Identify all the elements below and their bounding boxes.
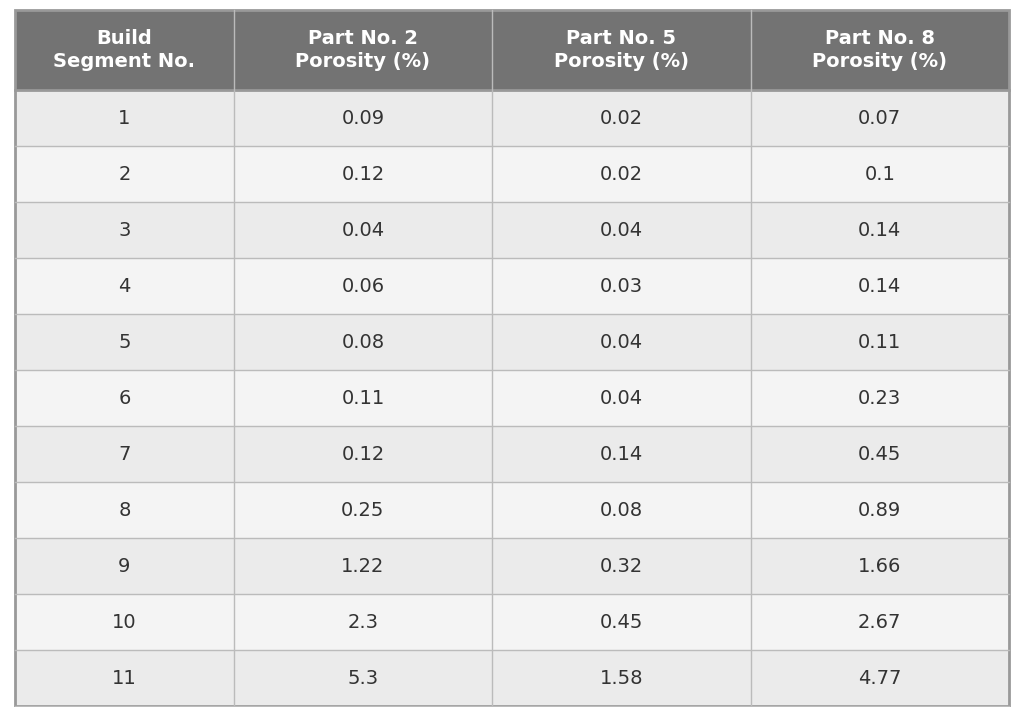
Text: 0.14: 0.14 — [600, 445, 643, 464]
Text: 0.11: 0.11 — [858, 332, 901, 351]
Text: Part No. 2
Porosity (%): Part No. 2 Porosity (%) — [295, 29, 430, 71]
Bar — [15, 426, 233, 482]
Bar — [233, 314, 493, 370]
Bar — [233, 538, 493, 594]
Bar — [15, 482, 233, 538]
Bar — [751, 370, 1009, 426]
Text: 10: 10 — [112, 612, 136, 631]
Text: 2: 2 — [118, 165, 130, 184]
Bar — [233, 370, 493, 426]
Text: 0.12: 0.12 — [341, 165, 385, 184]
Text: 5.3: 5.3 — [347, 669, 379, 687]
Bar — [751, 314, 1009, 370]
Text: 0.1: 0.1 — [864, 165, 895, 184]
Text: 0.25: 0.25 — [341, 501, 385, 520]
Text: 0.09: 0.09 — [341, 108, 384, 127]
Bar — [493, 426, 751, 482]
Text: 5: 5 — [118, 332, 131, 351]
Text: 1.66: 1.66 — [858, 556, 901, 575]
Text: 6: 6 — [118, 389, 130, 407]
Text: 0.14: 0.14 — [858, 221, 901, 240]
Text: 1.22: 1.22 — [341, 556, 385, 575]
Bar — [493, 538, 751, 594]
Text: 0.89: 0.89 — [858, 501, 901, 520]
Text: 0.11: 0.11 — [341, 389, 385, 407]
Bar — [493, 90, 751, 146]
Bar — [15, 90, 233, 146]
Bar — [15, 202, 233, 258]
Bar — [15, 538, 233, 594]
Bar — [15, 370, 233, 426]
Text: 0.08: 0.08 — [600, 501, 643, 520]
Bar — [15, 146, 233, 202]
Bar — [493, 146, 751, 202]
Bar — [751, 538, 1009, 594]
Text: 11: 11 — [112, 669, 137, 687]
Text: 0.04: 0.04 — [600, 389, 643, 407]
Text: 0.07: 0.07 — [858, 108, 901, 127]
Text: 0.06: 0.06 — [341, 276, 384, 296]
Bar — [233, 482, 493, 538]
Bar — [233, 650, 493, 706]
Text: 0.08: 0.08 — [341, 332, 384, 351]
Text: 0.04: 0.04 — [600, 221, 643, 240]
Text: 0.45: 0.45 — [600, 612, 643, 631]
Text: 2.67: 2.67 — [858, 612, 901, 631]
Bar — [233, 146, 493, 202]
Bar — [493, 10, 751, 90]
Bar — [751, 146, 1009, 202]
Text: 0.02: 0.02 — [600, 165, 643, 184]
Bar — [15, 10, 233, 90]
Text: 3: 3 — [118, 221, 130, 240]
Bar — [751, 594, 1009, 650]
Text: 8: 8 — [118, 501, 130, 520]
Text: 0.02: 0.02 — [600, 108, 643, 127]
Text: 4: 4 — [118, 276, 130, 296]
Text: 9: 9 — [118, 556, 130, 575]
Bar — [493, 482, 751, 538]
Text: Build
Segment No.: Build Segment No. — [53, 29, 196, 71]
Bar — [15, 594, 233, 650]
Text: 0.45: 0.45 — [858, 445, 901, 464]
Bar — [233, 10, 493, 90]
Bar — [493, 650, 751, 706]
Bar — [15, 258, 233, 314]
Bar — [493, 258, 751, 314]
Bar — [15, 314, 233, 370]
Bar — [233, 202, 493, 258]
Text: 0.12: 0.12 — [341, 445, 385, 464]
Text: 1: 1 — [118, 108, 130, 127]
Bar — [493, 314, 751, 370]
Text: Part No. 5
Porosity (%): Part No. 5 Porosity (%) — [554, 29, 689, 71]
Bar — [493, 370, 751, 426]
Bar — [233, 90, 493, 146]
Text: Part No. 8
Porosity (%): Part No. 8 Porosity (%) — [812, 29, 947, 71]
Text: 4.77: 4.77 — [858, 669, 901, 687]
Bar — [751, 90, 1009, 146]
Text: 1.58: 1.58 — [600, 669, 643, 687]
Bar — [751, 482, 1009, 538]
Text: 0.23: 0.23 — [858, 389, 901, 407]
Bar — [751, 258, 1009, 314]
Bar — [233, 258, 493, 314]
Text: 7: 7 — [118, 445, 130, 464]
Bar — [233, 594, 493, 650]
Text: 0.03: 0.03 — [600, 276, 643, 296]
Bar — [751, 202, 1009, 258]
Text: 0.04: 0.04 — [600, 332, 643, 351]
Bar — [751, 650, 1009, 706]
Text: 2.3: 2.3 — [347, 612, 379, 631]
Text: 0.04: 0.04 — [341, 221, 384, 240]
Bar — [233, 426, 493, 482]
Bar — [493, 594, 751, 650]
Bar — [751, 10, 1009, 90]
Bar — [15, 650, 233, 706]
Text: 0.14: 0.14 — [858, 276, 901, 296]
Text: 0.32: 0.32 — [600, 556, 643, 575]
Bar — [493, 202, 751, 258]
Bar — [751, 426, 1009, 482]
